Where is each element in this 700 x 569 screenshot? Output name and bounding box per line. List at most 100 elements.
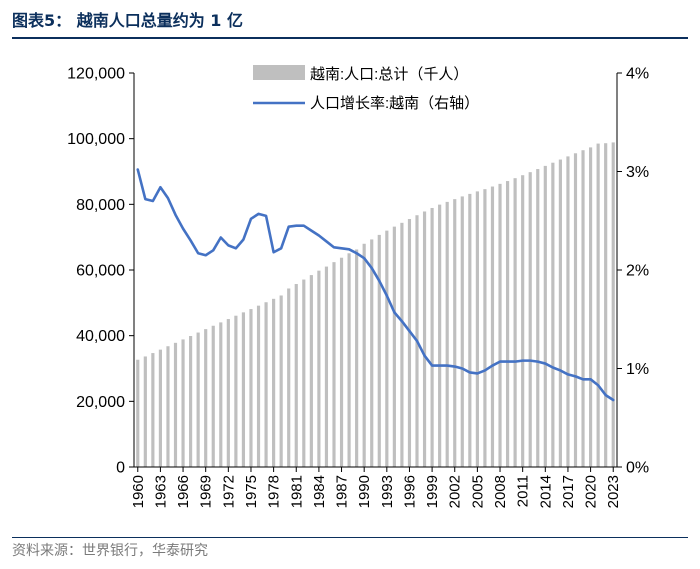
population-bar	[475, 191, 479, 467]
population-bar	[551, 162, 555, 467]
population-bar	[347, 253, 351, 467]
legend-label-growth: 人口增长率:越南（右轴）	[310, 95, 479, 112]
population-bar	[264, 302, 268, 467]
population-bar	[241, 312, 246, 467]
population-bar	[573, 153, 578, 467]
right-axis-tick-label: 1%	[626, 361, 649, 378]
population-bar	[166, 346, 170, 467]
left-axis-tick-label: 120,000	[67, 66, 125, 83]
growth-rate-line	[136, 168, 615, 402]
population-bar	[279, 295, 283, 467]
right-axis-tick-label: 0%	[626, 460, 649, 477]
x-axis-tick-label: 2023	[605, 475, 622, 508]
right-axis-tick-label: 3%	[626, 164, 649, 181]
legend-label-population: 越南:人口:总计（千人）	[310, 66, 468, 83]
population-bar	[581, 150, 585, 467]
population-bar	[302, 279, 306, 467]
population-bar	[151, 353, 155, 467]
x-axis-tick-label: 1972	[220, 475, 237, 508]
population-bar	[422, 211, 427, 467]
population-bar	[558, 159, 562, 468]
x-axis-tick-label: 1966	[175, 475, 192, 508]
right-axis-tick-label: 4%	[626, 66, 649, 83]
population-bar	[521, 175, 525, 467]
x-axis-tick-label: 2005	[469, 475, 486, 508]
figure-title: 图表5： 越南人口总量约为 1 亿	[12, 11, 243, 30]
population-bar	[339, 257, 344, 467]
population-bar	[234, 315, 238, 467]
population-bar	[226, 319, 230, 467]
left-axis-tick-label: 20,000	[76, 394, 125, 411]
population-bar	[453, 199, 457, 467]
figure-header: 图表5： 越南人口总量约为 1 亿	[12, 6, 688, 36]
x-axis-tick-label: 1963	[152, 475, 169, 508]
left-axis-tick-label: 80,000	[76, 197, 125, 214]
population-bar	[445, 201, 449, 467]
legend-bar-swatch	[253, 65, 305, 80]
x-axis-tick-label: 1993	[379, 475, 396, 508]
population-bar	[309, 275, 313, 467]
x-axis-tick-label: 1960	[130, 475, 147, 508]
population-bar	[528, 172, 532, 467]
population-bar	[543, 165, 547, 467]
population-bar	[513, 178, 517, 468]
population-bar	[324, 266, 329, 467]
x-axis-tick-label: 2020	[583, 475, 600, 508]
population-bar	[181, 339, 185, 467]
x-axis-tick-label: 2002	[447, 475, 464, 508]
population-bar	[407, 219, 412, 467]
x-axis-tick-label: 1984	[311, 475, 328, 508]
x-axis-tick-label: 1996	[401, 475, 418, 508]
population-bar	[219, 322, 223, 467]
population-bar	[385, 230, 389, 467]
population-bar	[505, 181, 510, 468]
population-bar	[355, 249, 359, 467]
x-axis-tick-label: 1990	[356, 475, 373, 508]
x-axis-tick-label: 2014	[537, 475, 554, 508]
x-axis-tick-label: 1981	[288, 475, 305, 508]
population-bar	[536, 169, 540, 468]
population-bar	[370, 239, 374, 467]
population-bar	[498, 183, 502, 467]
population-bar	[158, 349, 162, 467]
x-axis-tick-label: 2011	[515, 475, 532, 507]
population-bar	[377, 234, 381, 467]
population-bar	[430, 207, 434, 468]
x-axis-tick-label: 1987	[334, 475, 351, 508]
population-bar	[204, 329, 208, 467]
population-bar	[294, 284, 298, 467]
population-bar	[211, 325, 215, 467]
left-axis-tick-label: 60,000	[76, 263, 125, 280]
source-note: 资料来源：世界银行，华泰研究	[12, 543, 208, 559]
population-bar	[392, 226, 396, 467]
x-axis-tick-label: 2008	[492, 475, 509, 508]
population-bar	[611, 142, 615, 467]
x-axis-tick-label: 2017	[560, 475, 577, 508]
population-bar	[196, 332, 200, 467]
population-bar	[460, 196, 464, 468]
population-bar	[256, 305, 261, 467]
population-bar	[272, 298, 276, 467]
population-bar	[143, 356, 147, 467]
population-bar	[490, 186, 495, 468]
population-bar	[136, 359, 140, 467]
population-bar	[249, 309, 253, 467]
left-axis-tick-label: 40,000	[76, 328, 125, 345]
population-bar	[438, 204, 442, 467]
x-axis-tick-label: 1969	[198, 475, 215, 508]
population-bar	[604, 143, 608, 467]
population-bar	[400, 222, 404, 467]
source-rule	[12, 537, 688, 538]
x-axis-tick-label: 1975	[243, 475, 260, 508]
x-axis-tick-label: 1978	[266, 475, 283, 508]
population-bar	[317, 270, 321, 467]
population-bar	[189, 336, 193, 467]
population-bar	[468, 193, 472, 467]
title-rule	[12, 37, 688, 39]
population-bar	[332, 262, 336, 467]
population-bar	[566, 156, 570, 467]
population-bar	[589, 147, 593, 467]
right-axis-tick-label: 2%	[626, 263, 649, 280]
population-bar	[483, 189, 487, 467]
